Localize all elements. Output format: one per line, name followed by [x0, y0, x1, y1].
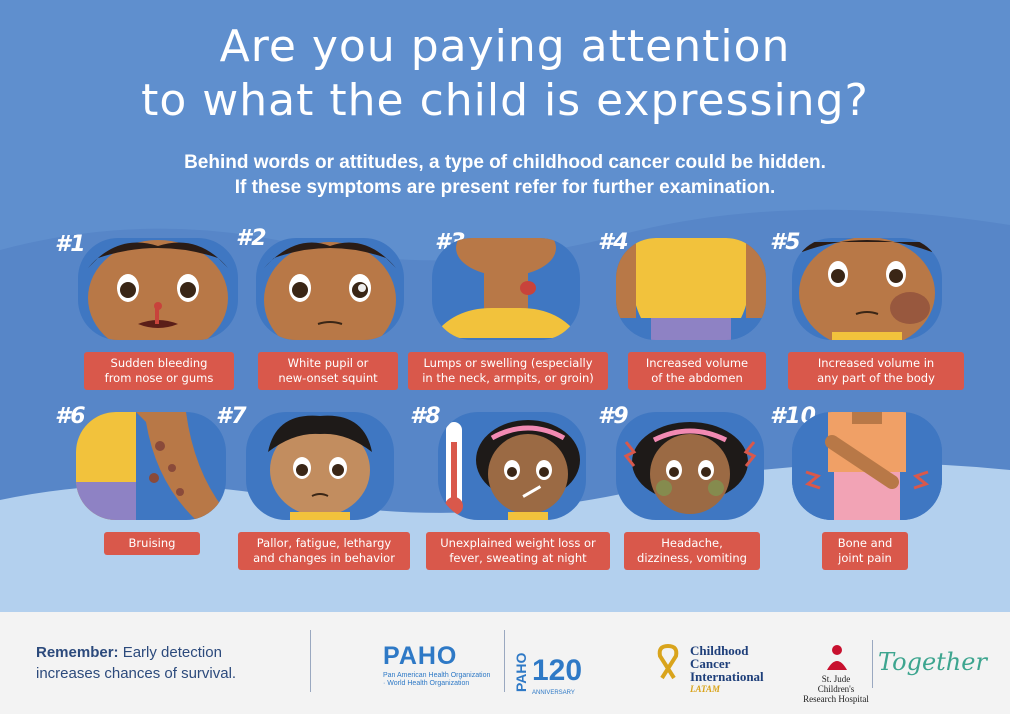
headline-line-1: Are you paying attention [219, 21, 791, 72]
footer: Remember: Early detection increases chan… [0, 612, 1010, 714]
symptom-label-9: Headache, dizziness, vomiting [624, 532, 760, 570]
symptom-number-7: #7 [216, 404, 247, 429]
headline: Are you paying attention to what the chi… [0, 20, 1010, 128]
symptom-number-8: #8 [410, 404, 441, 429]
symptom-label-4: Increased volume of the abdomen [628, 352, 766, 390]
symptom-label-5: Increased volume in any part of the body [788, 352, 964, 390]
illustration-fever [438, 412, 586, 520]
symptom-label-3: Lumps or swelling (especially in the nec… [408, 352, 608, 390]
illustration-pallor [246, 412, 394, 520]
subheadline-line-2: If these symptoms are present refer for … [234, 177, 776, 198]
divider [310, 630, 311, 692]
divider [872, 640, 873, 688]
paho-120-anniversary-logo: PAHO 120 ANNIVERSARY [513, 652, 582, 696]
childhood-cancer-international-logo: Childhood Cancer International LATAM [690, 643, 764, 694]
symptom-number-9: #9 [598, 404, 629, 429]
illustration-bruising [76, 412, 226, 520]
together-logo: Together [878, 648, 987, 676]
st-jude-child-icon [827, 645, 847, 670]
remember-label: Remember: [36, 644, 119, 661]
paho-120-vertical-text: PAHO [513, 652, 529, 692]
cci-ribbon-icon [657, 644, 679, 680]
symptom-label-2: White pupil or new-onset squint [258, 352, 398, 390]
symptom-label-6: Bruising [104, 532, 200, 555]
subheadline-line-1: Behind words or attitudes, a type of chi… [184, 152, 826, 173]
headline-line-2: to what the child is expressing? [141, 75, 869, 126]
st-jude-logo: St. Jude Children's Research Hospital [803, 674, 869, 704]
remember-text: Remember: Early detection increases chan… [36, 644, 237, 682]
paho-120-number: 120 [532, 654, 582, 687]
paho-logo: PAHO [383, 642, 458, 670]
illustration-joint-pain [792, 412, 942, 520]
subheadline: Behind words or attitudes, a type of chi… [0, 150, 1010, 200]
paho-120-anniversary: ANNIVERSARY [532, 690, 575, 696]
symptom-number-4: #4 [598, 230, 629, 255]
illustration-neck-lump [432, 238, 580, 340]
symptom-number-5: #5 [770, 230, 801, 255]
symptom-label-8: Unexplained weight loss or fever, sweati… [426, 532, 610, 570]
symptom-number-6: #6 [55, 404, 86, 429]
divider [504, 630, 505, 692]
symptom-label-7: Pallor, fatigue, lethargy and changes in… [238, 532, 410, 570]
symptom-number-1: #1 [55, 232, 86, 257]
symptom-number-2: #2 [236, 226, 267, 251]
symptom-label-1: Sudden bleeding from nose or gums [84, 352, 234, 390]
symptom-label-10: Bone and joint pain [822, 532, 908, 570]
illustration-swelling [792, 238, 942, 340]
illustration-white-pupil [256, 238, 404, 340]
paho-logo-subtext: Pan American Health Organization · World… [383, 672, 491, 687]
illustration-headache [616, 412, 764, 520]
illustration-abdomen [616, 238, 766, 340]
illustration-nosebleed [78, 238, 238, 340]
